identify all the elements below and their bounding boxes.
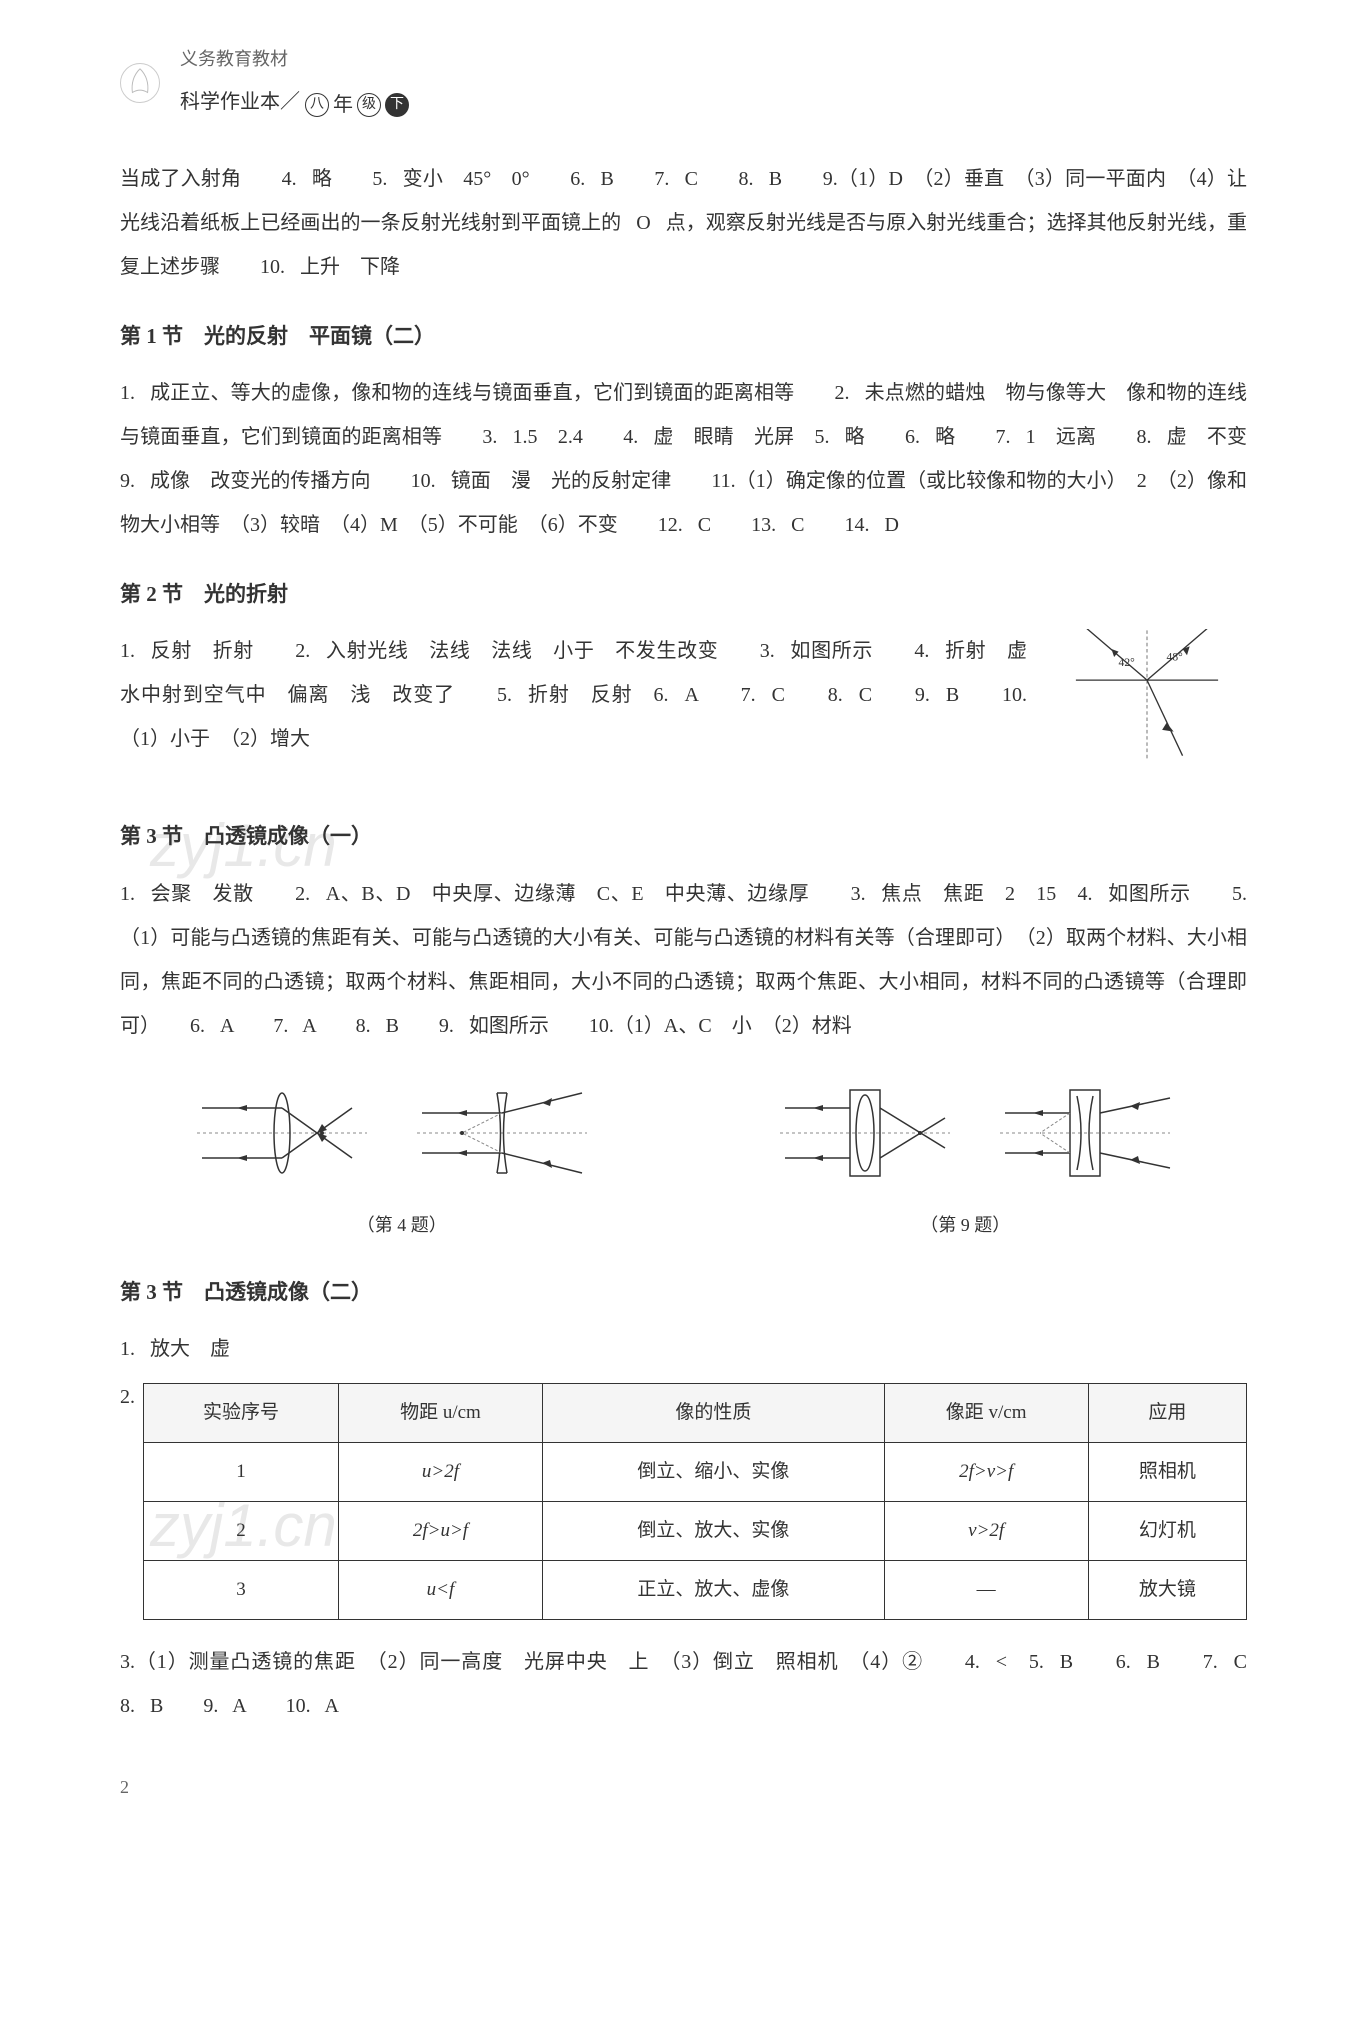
figure-caption: （第 4 题） <box>148 1206 655 1246</box>
section-title: 第 2 节 光的折射 <box>120 571 1247 617</box>
convex-lens-box-diagram <box>775 1078 955 1188</box>
table-item: 2. 实验序号 物距 u/cm 像的性质 像距 v/cm 应用 1 u>2f 倒… <box>120 1375 1247 1639</box>
concave-lens-diagram <box>412 1078 592 1188</box>
table-cell: 正立、放大、虚像 <box>543 1560 885 1619</box>
content-body: 当成了入射角 4. 略 5. 变小 45° 0° 6. B 7. C 8. B … <box>120 157 1247 1728</box>
table-header: 物距 u/cm <box>338 1384 542 1443</box>
figure-pair-left <box>192 1078 592 1188</box>
table-cell: 2f>u>f <box>338 1501 542 1560</box>
figure-captions: （第 4 题） （第 9 题） <box>120 1198 1247 1246</box>
after-table-answers: 3.（1）测量凸透镜的焦距 （2）同一高度 光屏中央 上 （3）倒立 照相机 （… <box>120 1640 1247 1728</box>
table-cell: u<f <box>338 1560 542 1619</box>
figure-pair-right <box>775 1078 1175 1188</box>
page-header: 义务教育教材 科学作业本／ 八 年 级 下 <box>120 40 1247 127</box>
table-cell: v>2f <box>884 1501 1088 1560</box>
table-header: 像的性质 <box>543 1384 885 1443</box>
title-prefix: 科学作业本／ <box>180 91 300 113</box>
section-title: 第 3 节 凸透镜成像（一） <box>120 813 1247 859</box>
table-header: 实验序号 <box>144 1384 339 1443</box>
table-cell: 3 <box>144 1560 339 1619</box>
experiment-table: 实验序号 物距 u/cm 像的性质 像距 v/cm 应用 1 u>2f 倒立、缩… <box>143 1383 1247 1619</box>
grade-char: 八 <box>305 93 329 117</box>
section-body: 1. 会聚 发散 2. A、B、D 中央厚、边缘薄 C、E 中央薄、边缘厚 3.… <box>120 872 1247 1048</box>
table-header-row: 实验序号 物距 u/cm 像的性质 像距 v/cm 应用 <box>144 1384 1247 1443</box>
section-title: 第 1 节 光的反射 平面镜（二） <box>120 313 1247 359</box>
table-cell: 幻灯机 <box>1088 1501 1246 1560</box>
section-body: 1. 成正立、等大的虚像，像和物的连线与镜面垂直，它们到镜面的距离相等 2. 未… <box>120 371 1247 547</box>
concave-lens-box-diagram <box>995 1078 1175 1188</box>
grade-char: 级 <box>357 93 381 117</box>
grade-suffix: 下 <box>385 93 409 117</box>
table-cell: u>2f <box>338 1443 542 1502</box>
table-row: 1 u>2f 倒立、缩小、实像 2f>v>f 照相机 <box>144 1443 1247 1502</box>
header-subtitle: 义务教育教材 <box>180 40 409 80</box>
table-header: 像距 v/cm <box>884 1384 1088 1443</box>
table-cell: — <box>884 1560 1088 1619</box>
table-row: 3 u<f 正立、放大、虚像 — 放大镜 <box>144 1560 1247 1619</box>
section-title: 第 3 节 凸透镜成像（二） <box>120 1269 1247 1315</box>
table-cell: 2f>v>f <box>884 1443 1088 1502</box>
table-header: 应用 <box>1088 1384 1246 1443</box>
svg-text:42°: 42° <box>1119 657 1136 669</box>
convex-lens-diagram <box>192 1078 372 1188</box>
table-cell: 倒立、放大、实像 <box>543 1501 885 1560</box>
table-cell: 放大镜 <box>1088 1560 1246 1619</box>
answer-line: 1. 放大 虚 <box>120 1327 1247 1371</box>
refraction-figure: 42° 48° （第 3 题） <box>1047 629 1247 789</box>
table-cell: 照相机 <box>1088 1443 1246 1502</box>
grade-badge: 八 年 级 下 <box>305 83 409 127</box>
table-row: 2 2f>u>f 倒立、放大、实像 v>2f 幻灯机 <box>144 1501 1247 1560</box>
table-cell: 1 <box>144 1443 339 1502</box>
intro-answers: 当成了入射角 4. 略 5. 变小 45° 0° 6. B 7. C 8. B … <box>120 157 1247 289</box>
figure-caption: （第 9 题） <box>712 1206 1219 1246</box>
logo-icon <box>120 63 160 103</box>
grade-char: 年 <box>333 83 353 127</box>
item-number: 2. <box>120 1375 135 1419</box>
book-title: 科学作业本／ 八 年 级 下 <box>180 80 409 127</box>
lens-figures-row <box>120 1078 1247 1188</box>
page-number: 2 <box>120 1768 1247 1808</box>
table-cell: 2 <box>144 1501 339 1560</box>
svg-text:48°: 48° <box>1167 652 1184 664</box>
table-cell: 倒立、缩小、实像 <box>543 1443 885 1502</box>
